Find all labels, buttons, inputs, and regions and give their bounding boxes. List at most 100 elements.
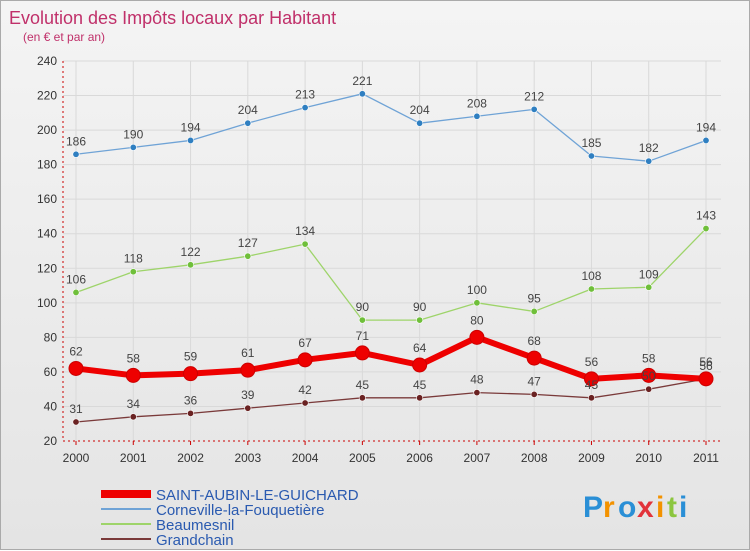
data-label: 185 [581, 136, 601, 150]
legend-item-0: SAINT-AUBIN-LE-GUICHARD [101, 487, 359, 504]
data-point [301, 399, 309, 407]
data-point [416, 316, 424, 324]
x-tick-label: 2008 [521, 451, 548, 465]
x-tick-label: 2006 [406, 451, 433, 465]
data-label: 50 [642, 369, 656, 383]
data-point [72, 150, 80, 158]
data-label: 34 [127, 397, 141, 411]
y-tick-label: 220 [37, 89, 57, 103]
legend-item-2: Beaumesnil [101, 517, 234, 534]
legend: SAINT-AUBIN-LE-GUICHARDCorneville-la-Fou… [101, 487, 359, 549]
brand-letter: i [679, 491, 687, 524]
series-line [75, 93, 707, 162]
legend-item-3: Grandchain [101, 532, 234, 549]
data-point [416, 394, 424, 402]
brand-letter: o [618, 491, 636, 524]
data-point [72, 418, 80, 426]
data-label: 56 [699, 355, 713, 369]
data-point [183, 366, 199, 382]
x-tick-label: 2010 [635, 451, 662, 465]
data-point [129, 413, 137, 421]
data-label: 221 [352, 74, 372, 88]
data-label: 194 [696, 120, 716, 134]
x-tick-label: 2000 [63, 451, 90, 465]
data-label: 42 [298, 383, 312, 397]
data-point [187, 261, 195, 269]
y-tick-label: 40 [44, 399, 58, 413]
series-layer [68, 90, 714, 426]
data-point [530, 390, 538, 398]
data-point [469, 329, 485, 345]
data-label: 204 [238, 103, 258, 117]
data-label: 48 [470, 373, 484, 387]
data-point [68, 360, 84, 376]
data-point [645, 385, 653, 393]
data-point [187, 409, 195, 417]
data-label: 36 [184, 393, 198, 407]
data-label: 100 [467, 283, 487, 297]
series-line [73, 334, 709, 382]
data-label: 67 [298, 336, 312, 350]
data-label: 213 [295, 88, 315, 102]
series-2 [72, 225, 710, 324]
brand-letter: r [603, 491, 615, 524]
data-label: 62 [69, 344, 83, 358]
data-label: 59 [184, 350, 198, 364]
data-point [412, 357, 428, 373]
y-tick-label: 80 [44, 330, 58, 344]
x-tick-label: 2011 [693, 451, 719, 465]
y-tick-label: 100 [37, 296, 57, 310]
data-point [358, 90, 366, 98]
data-point [473, 389, 481, 397]
data-label: 106 [66, 272, 86, 286]
data-label: 182 [639, 141, 659, 155]
data-label: 208 [467, 96, 487, 110]
data-label: 134 [295, 224, 315, 238]
data-point [301, 240, 309, 248]
data-point [358, 316, 366, 324]
brand-letter: P [583, 491, 603, 524]
data-point [645, 157, 653, 165]
x-tick-label: 2005 [349, 451, 376, 465]
data-label: 127 [238, 236, 258, 250]
data-point [416, 119, 424, 127]
legend-label: Corneville-la-Fouquetière [156, 502, 324, 519]
data-label: 56 [585, 355, 599, 369]
data-label: 95 [528, 291, 542, 305]
y-tick-label: 160 [37, 192, 57, 206]
data-label: 45 [356, 378, 370, 392]
data-label: 61 [241, 346, 255, 360]
data-label: 109 [639, 267, 659, 281]
data-point [244, 119, 252, 127]
x-tick-label: 2009 [578, 451, 605, 465]
legend-label: SAINT-AUBIN-LE-GUICHARD [156, 487, 359, 504]
axes: 20 40 60 80 100 120 140 160 180 200 220 240 2000 2001… [37, 54, 721, 465]
data-label: 45 [585, 378, 599, 392]
data-labels: 62 58 59 61 67 71 64 80 68 56 58 56 186 190 194 204 213 2… [66, 74, 716, 416]
y-tick-label: 120 [37, 261, 57, 275]
data-label: 118 [124, 252, 143, 266]
data-point [129, 143, 137, 151]
data-label: 194 [181, 120, 201, 134]
data-point [473, 112, 481, 120]
x-tick-label: 2003 [234, 451, 261, 465]
data-label: 39 [241, 388, 255, 402]
y-tick-label: 200 [37, 123, 57, 137]
data-label: 90 [413, 300, 427, 314]
y-tick-label: 180 [37, 158, 57, 172]
data-label: 56 [699, 359, 713, 373]
data-point [187, 136, 195, 144]
chart-title: Evolution des Impôts locaux par Habitant [9, 8, 336, 28]
data-label: 186 [66, 134, 86, 148]
data-point [244, 252, 252, 260]
brand-letter: x [637, 491, 654, 524]
series-line [75, 227, 707, 321]
series-3 [72, 375, 710, 426]
data-label: 71 [356, 329, 370, 343]
data-point [587, 152, 595, 160]
y-tick-label: 140 [37, 227, 57, 241]
x-tick-label: 2001 [120, 451, 147, 465]
